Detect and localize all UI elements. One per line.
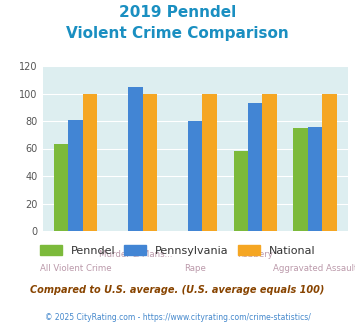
Bar (143, 93, 157, 231)
Bar (234, 151, 248, 231)
Text: © 2025 CityRating.com - https://www.cityrating.com/crime-statistics/: © 2025 CityRating.com - https://www.city… (45, 314, 310, 322)
Text: 2019 Penndel: 2019 Penndel (119, 5, 236, 20)
Text: Murder & Mans...: Murder & Mans... (99, 250, 172, 259)
Bar (202, 93, 217, 231)
Bar (322, 93, 337, 231)
Text: Violent Crime Comparison: Violent Crime Comparison (66, 26, 289, 41)
Bar (294, 128, 308, 231)
Bar (188, 121, 202, 231)
Bar (54, 145, 69, 231)
Bar (262, 93, 277, 231)
Text: Robbery: Robbery (237, 250, 273, 259)
Text: Rape: Rape (184, 264, 206, 273)
Bar (248, 103, 262, 231)
Legend: Penndel, Pennsylvania, National: Penndel, Pennsylvania, National (35, 241, 320, 260)
Text: All Violent Crime: All Violent Crime (40, 264, 111, 273)
Bar (83, 93, 97, 231)
Text: Compared to U.S. average. (U.S. average equals 100): Compared to U.S. average. (U.S. average … (30, 285, 325, 295)
Text: Aggravated Assault: Aggravated Assault (273, 264, 355, 273)
Bar (308, 126, 322, 231)
Bar (69, 120, 83, 231)
Bar (128, 86, 143, 231)
